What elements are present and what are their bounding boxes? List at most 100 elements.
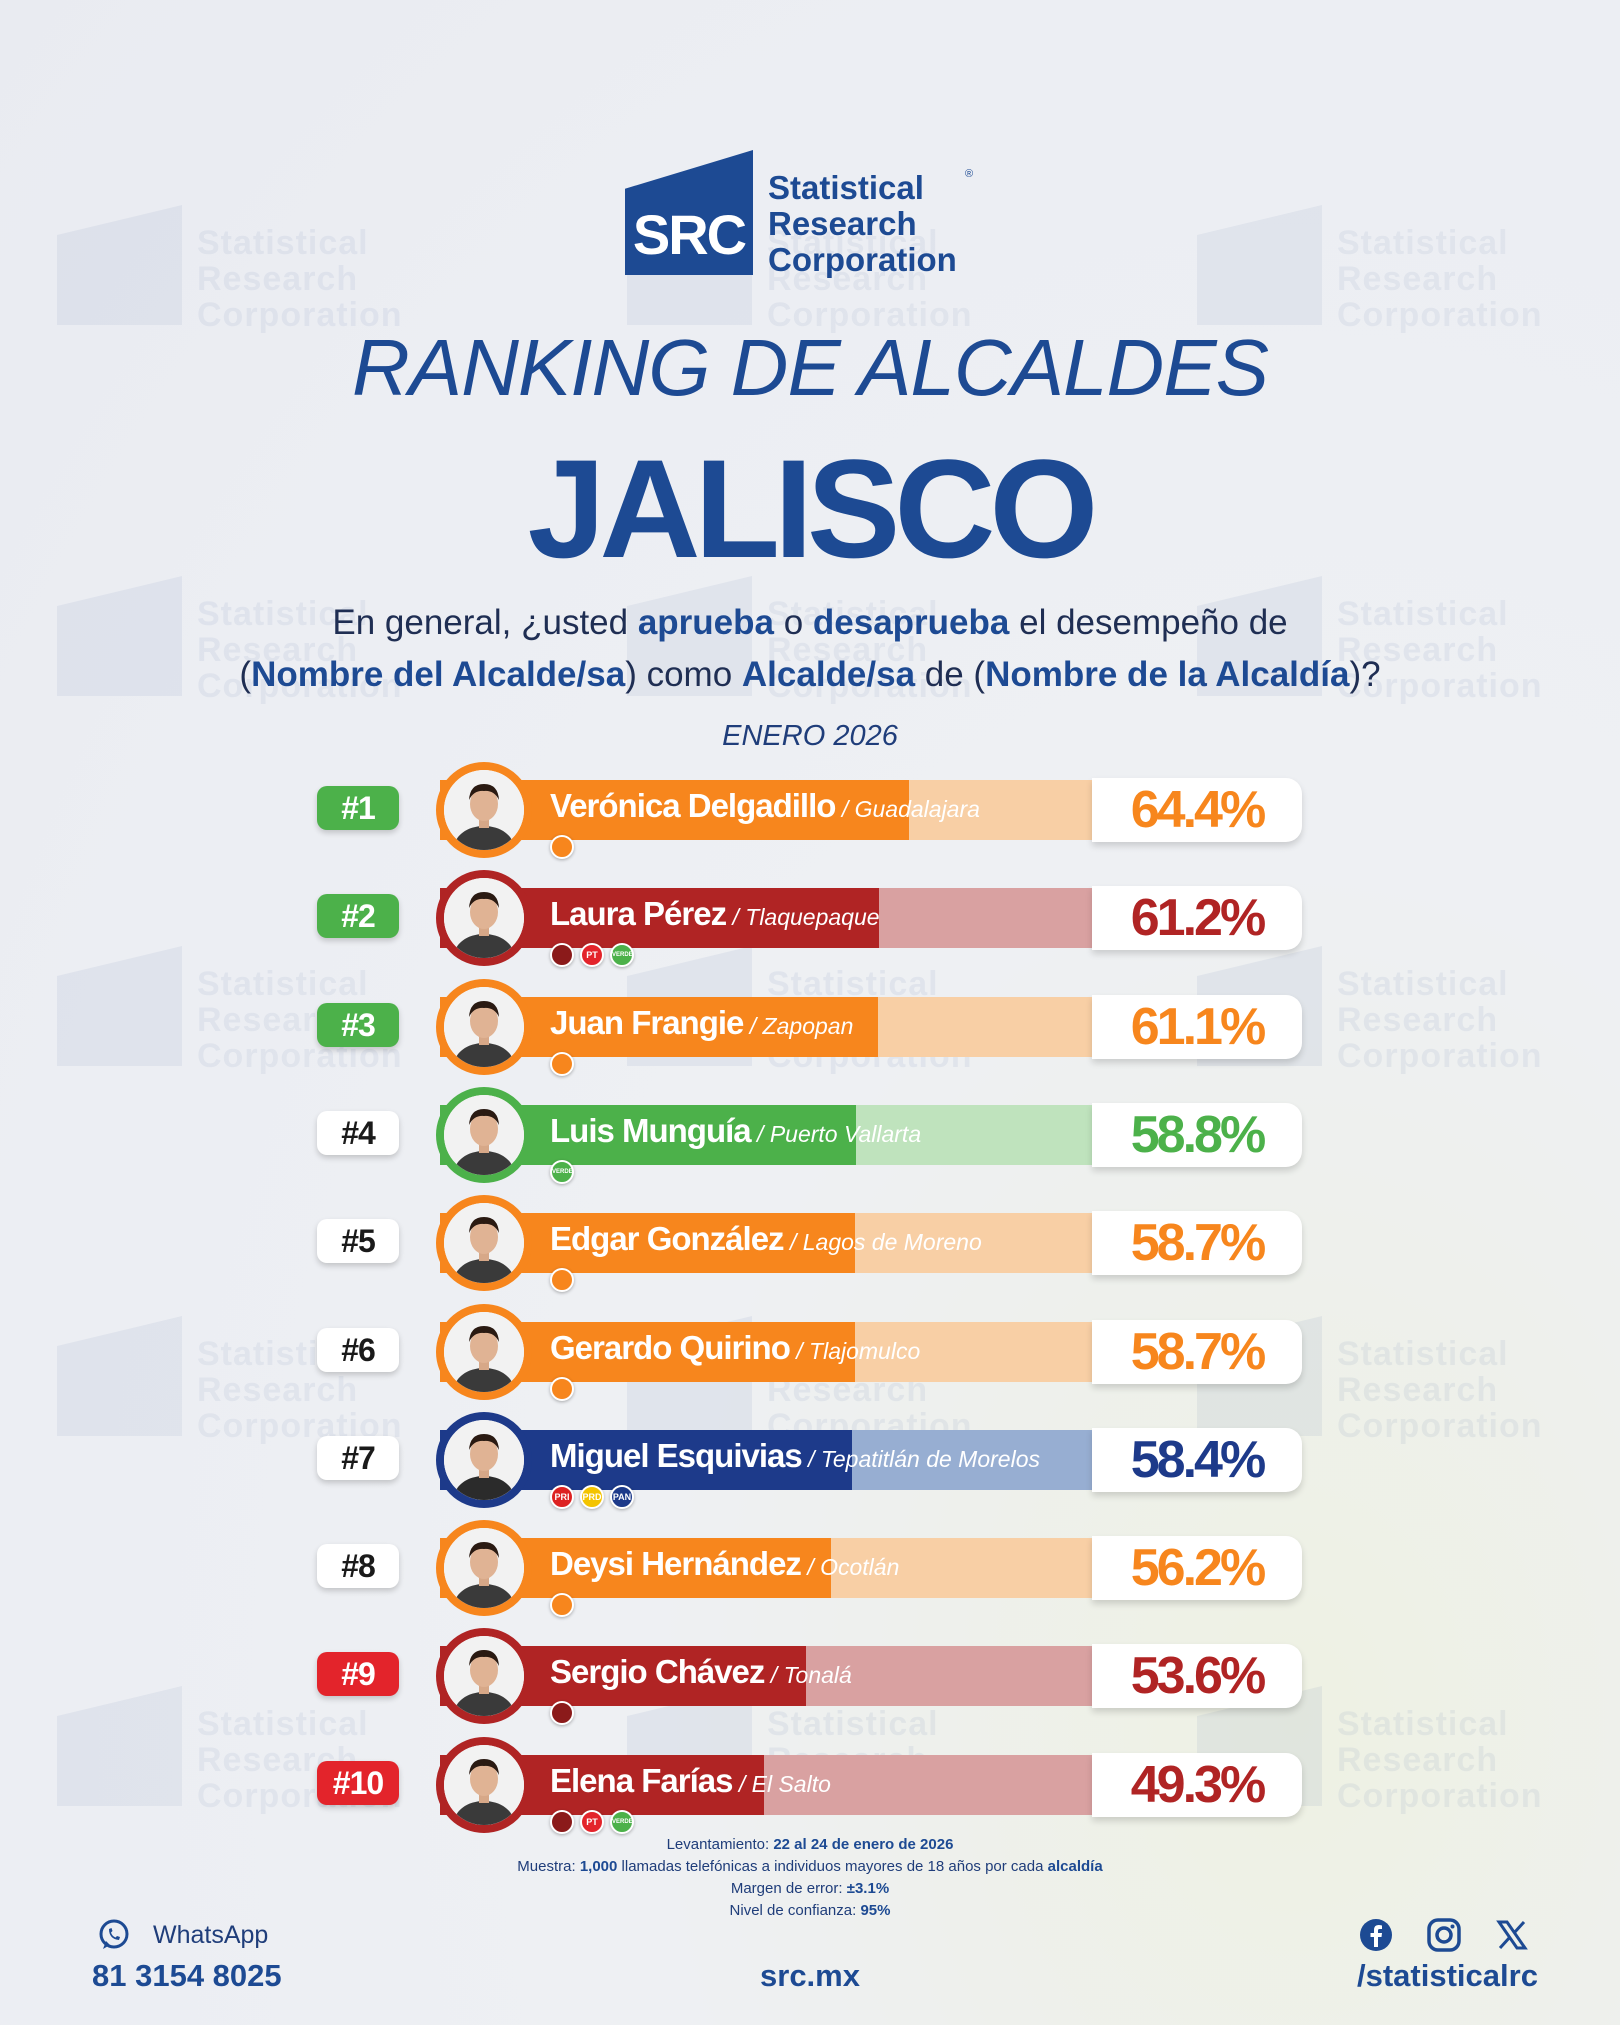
method-label: Nivel de confianza: [729,1902,861,1919]
method-line-2: Muestra: 1,000 llamadas telefónicas a in… [0,1856,1620,1878]
municipality-name: / El Salto [732,1770,831,1797]
rank-badge: #8 [317,1544,399,1589]
bar-track: Verónica Delgadillo / Guadalajara [440,780,1095,840]
method-value: 95% [860,1902,891,1919]
rank-badge: #3 [317,1002,399,1047]
instagram-icon[interactable] [1426,1917,1462,1953]
mayor-avatar [436,978,532,1075]
rank-badge: #6 [317,1327,399,1372]
rank-badge: #1 [317,786,399,830]
mayor-name-text: Elena Farías [550,1761,733,1799]
question-text: ( [239,655,252,694]
bar-track: Juan Frangie / Zapopan [440,996,1095,1057]
bar-track: Gerardo Quirino / Tlajomulco [440,1321,1095,1382]
mayor-name-text: Deysi Hernández [550,1545,802,1583]
mayor-avatar [436,1736,532,1833]
method-line-1: Levantamiento: 22 al 24 de enero de 2026 [0,1834,1620,1856]
party-verde-icon: VERDE [610,943,634,968]
method-value: 1,000 [579,1858,618,1875]
ranking-row: #1 Verónica Delgadillo / Guadalajara 64.4% [0,762,1620,862]
method-value: alcaldía [1047,1858,1103,1875]
ranking-row: #10 Elena Farías / El Salto 49.3% PT VERDE [0,1736,1620,1837]
method-value: 22 al 24 de enero de 2026 [773,1836,954,1853]
mayor-name-text: Miguel Esquivias [550,1436,803,1474]
question-emphasis: Alcalde/sa [741,655,916,694]
rank-badge: #2 [317,894,399,939]
party-mc-icon [550,835,574,859]
mayor-name-text: Juan Frangie [550,1003,744,1041]
party-morena-icon [550,1809,574,1834]
whatsapp-phone[interactable]: 81 3154 8025 [92,1958,282,1993]
mayor-avatar [436,870,532,967]
mayor-name: Verónica Delgadillo / Guadalajara [550,787,980,825]
mayor-name: Edgar González / Lagos de Moreno [550,1220,982,1258]
question-emphasis: aprueba [637,603,774,642]
mayor-name-text: Verónica Delgadillo [550,787,836,824]
mayor-name: Juan Frangie / Zapopan [550,1004,853,1042]
municipality-name: / Tlaquepaque [726,904,880,931]
rank-badge: #9 [317,1652,399,1697]
mayor-avatar [436,1628,532,1725]
ranking-row: #7 Miguel Esquivias / Tepatitlán de Morel… [0,1411,1620,1512]
registered-mark: ® [965,168,974,180]
question-emphasis: Nombre de la Alcaldía [985,655,1350,694]
method-label: Levantamiento: [666,1836,774,1853]
ranking-row: #2 Laura Pérez / Tlaquepaque 61.2% PT VERDE [0,870,1620,970]
whatsapp-icon[interactable] [97,1918,131,1952]
mayor-name: Elena Farías / El Salto [550,1762,831,1800]
rank-badge: #7 [317,1435,399,1480]
question-text: de ( [915,655,986,694]
mayor-name: Gerardo Quirino / Tlajomulco [550,1329,920,1367]
whatsapp-label[interactable]: WhatsApp [153,1921,269,1949]
logo-line-2: Research [768,205,917,242]
rank-badge: #5 [317,1219,399,1264]
question-text: el desempeño de [1009,603,1288,642]
mayor-name: Deysi Hernández / Ocotlán [550,1545,899,1583]
x-icon[interactable] [1494,1917,1530,1953]
approval-value: 58.8% [1092,1102,1302,1167]
survey-question: En general, ¿usted aprueba o desaprueba … [160,597,1460,701]
party-morena-icon [550,943,574,968]
survey-period: ENERO 2026 [722,720,898,752]
question-text: En general, ¿usted [332,603,638,642]
question-emphasis: desaprueba [812,603,1010,642]
mayor-name: Luis Munguía / Puerto Vallarta [550,1112,921,1150]
mayor-name-text: Gerardo Quirino [550,1328,791,1366]
municipality-name: / Tepatitlán de Morelos [801,1445,1040,1472]
municipality-name: / Zapopan [743,1012,854,1039]
brand-logo: SRC Statistical Research Corporation ® [625,150,1005,280]
approval-value: 58.7% [1092,1319,1302,1384]
bar-track: Sergio Chávez / Tonalá [440,1646,1095,1707]
party-morena-icon [550,1701,574,1726]
mayor-name: Miguel Esquivias / Tepatitlán de Morelos [550,1437,1040,1475]
methodology: Levantamiento: 22 al 24 de enero de 2026… [0,1834,1620,1922]
mayor-name-text: Laura Pérez [550,895,727,933]
municipality-name: / Guadalajara [835,796,980,822]
mayor-avatar [436,1520,532,1617]
question-text: )? [1349,655,1381,694]
approval-value: 61.1% [1092,994,1302,1059]
party-pt-icon: PT [580,1809,604,1834]
facebook-icon[interactable] [1358,1917,1394,1953]
bar-track: Laura Pérez / Tlaquepaque [440,888,1095,949]
logo-wordmark: Statistical Research Corporation [768,170,957,278]
approval-value: 53.6% [1092,1644,1302,1709]
question-emphasis: Nombre del Alcalde/sa [251,655,626,694]
method-line-4: Nivel de confianza: 95% [0,1900,1620,1922]
bar-track: Deysi Hernández / Ocotlán [440,1538,1095,1599]
mayor-name: Sergio Chávez / Tonalá [550,1653,852,1691]
municipality-name: / Tlajomulco [789,1337,921,1364]
website-link[interactable]: src.mx [760,1958,860,1993]
page-title: RANKING DE ALCALDES [351,323,1269,412]
social-handle[interactable]: /statisticalrc [1357,1958,1538,1993]
ranking-row: #9 Sergio Chávez / Tonalá 53.6% [0,1628,1620,1728]
bar-track: Miguel Esquivias / Tepatitlán de Morelos [440,1429,1095,1490]
municipality-name: / Lagos de Moreno [783,1229,982,1256]
party-mc-icon [550,1051,574,1076]
municipality-name: / Puerto Vallarta [750,1120,922,1147]
mayor-avatar [436,1411,532,1508]
party-pan-icon: PAN [610,1484,634,1509]
method-line-3: Margen de error: ±3.1% [0,1878,1620,1900]
mayor-name-text: Edgar González [550,1220,785,1258]
bar-track: Edgar González / Lagos de Moreno [440,1213,1095,1274]
